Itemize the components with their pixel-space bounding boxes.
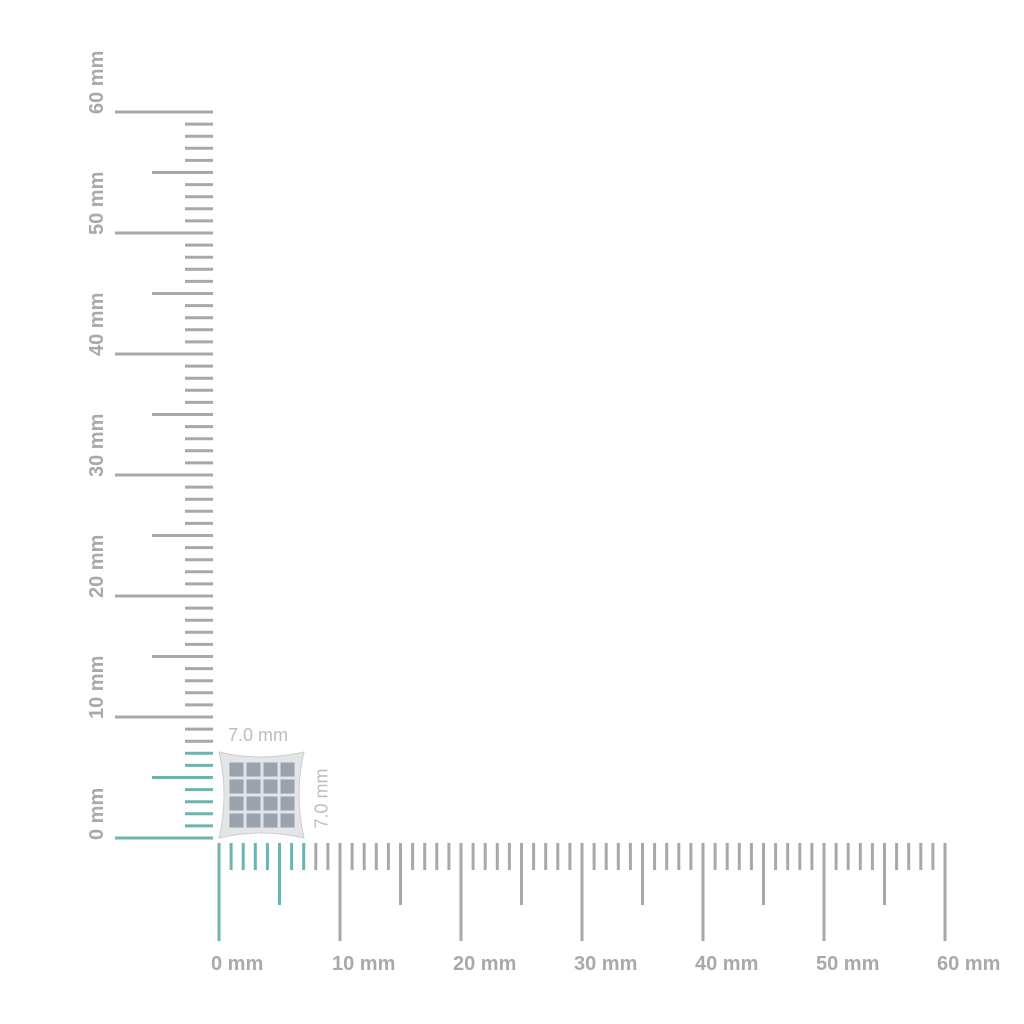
product-width-label: 7.0 mm: [228, 725, 289, 745]
vertical-ruler-label: 40 mm: [86, 292, 108, 356]
diamond-stone: [262, 778, 279, 795]
diamond-stone: [245, 778, 262, 795]
diamond-stone: [262, 761, 279, 778]
diamond-stone: [279, 795, 296, 812]
diamond-stone: [262, 795, 279, 812]
product-height-label: 7.0 mm: [311, 768, 332, 829]
horizontal-ruler-label: 20 mm: [453, 953, 517, 975]
horizontal-ruler-label: 0 mm: [211, 953, 264, 975]
horizontal-ruler-label: 60 mm: [937, 953, 1001, 975]
vertical-ruler-label: 0 mm: [86, 787, 108, 840]
diamond-stone: [245, 812, 262, 829]
diamond-stone: [262, 812, 279, 829]
vertical-ruler-label: 10 mm: [86, 655, 108, 719]
diamond-stone: [245, 795, 262, 812]
diamond-stone: [228, 778, 245, 795]
diamond-stone: [228, 761, 245, 778]
vertical-ruler-label: 30 mm: [86, 413, 108, 477]
diamond-stone: [228, 812, 245, 829]
diamond-stone: [228, 795, 245, 812]
horizontal-ruler-label: 40 mm: [695, 953, 759, 975]
diamond-stone: [245, 761, 262, 778]
vertical-ruler-label: 20 mm: [86, 534, 108, 598]
horizontal-ruler-label: 10 mm: [332, 953, 396, 975]
vertical-ruler-label: 60 mm: [86, 50, 108, 114]
vertical-ruler-label: 50 mm: [86, 171, 108, 235]
diamond-stone: [279, 812, 296, 829]
horizontal-ruler-label: 50 mm: [816, 953, 880, 975]
horizontal-ruler-label: 30 mm: [574, 953, 638, 975]
diamond-stone: [279, 778, 296, 795]
diamond-stone: [279, 761, 296, 778]
